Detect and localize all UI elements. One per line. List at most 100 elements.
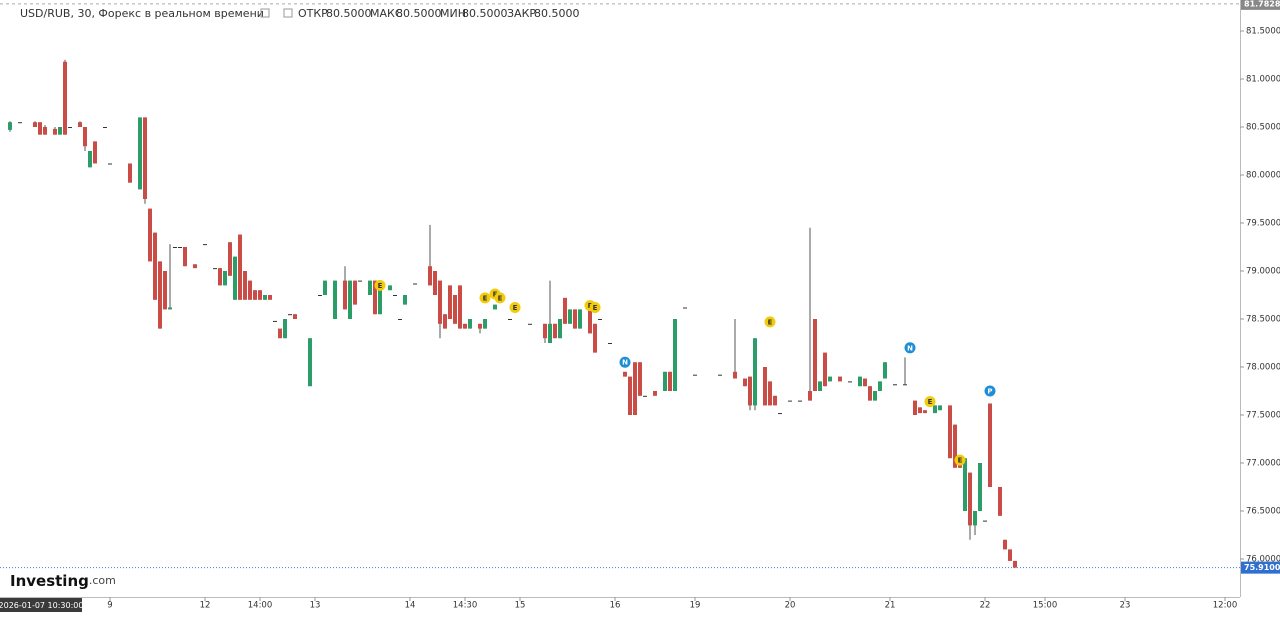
candle-body — [693, 374, 697, 376]
candle-body — [213, 268, 217, 270]
candle-body — [348, 280, 352, 320]
candle-body — [148, 208, 152, 262]
event-label: E — [593, 304, 598, 312]
y-tick-label: 79.0000 — [1246, 267, 1280, 277]
candle-body — [33, 122, 37, 128]
candle-body — [558, 319, 562, 339]
candle-body — [848, 381, 852, 383]
max-label: 81.7828 — [1244, 0, 1280, 8]
candle-body — [608, 343, 612, 345]
y-tick-label: 81.0000 — [1246, 75, 1280, 85]
ohlc-label: ЗАКР — [507, 7, 536, 20]
event-marker — [619, 356, 631, 368]
candle-body — [628, 376, 632, 416]
candle-body — [653, 391, 657, 396]
candle-body — [283, 319, 287, 339]
event-marker — [954, 454, 966, 466]
candle-body — [598, 319, 602, 321]
candle-body — [18, 122, 22, 124]
candle-body — [638, 362, 642, 396]
event-marker — [589, 301, 601, 313]
event-label: E — [498, 294, 503, 302]
candle-body — [588, 309, 592, 334]
candle-body — [43, 127, 47, 135]
candle-body — [58, 127, 62, 135]
candle-body — [68, 127, 72, 129]
candle-body — [458, 285, 462, 329]
candle-body — [353, 280, 357, 305]
logo-name: Investing — [10, 572, 89, 590]
x-tick-label: 22 — [980, 601, 991, 611]
candle-body — [528, 323, 532, 325]
candle-body — [788, 400, 792, 402]
x-tick-label: 13 — [310, 601, 321, 611]
candle-body — [258, 290, 262, 300]
candle-body — [573, 309, 577, 329]
ohlc-label: ОТКР — [298, 7, 328, 20]
candle-body — [393, 295, 397, 297]
candle-body — [963, 458, 967, 512]
candle-body — [733, 371, 737, 379]
candle-body — [813, 319, 817, 392]
candle-body — [643, 395, 647, 397]
candle-body — [808, 391, 812, 401]
last-price-box — [1241, 561, 1280, 574]
candle-body — [8, 122, 12, 130]
y-tick-label: 78.5000 — [1246, 315, 1280, 325]
candle-body — [763, 367, 767, 406]
x-tick-label: 9 — [107, 601, 112, 611]
y-tick-label: 78.0000 — [1246, 363, 1280, 373]
candle-body — [288, 314, 292, 316]
candle-body — [798, 400, 802, 402]
candle-body — [38, 122, 42, 135]
candle-body — [448, 285, 452, 320]
candle-body — [88, 151, 92, 168]
x-tick-label: 14:00 — [248, 601, 273, 611]
max-label-box — [1241, 0, 1280, 10]
candle-body — [548, 323, 552, 344]
candle-body — [668, 371, 672, 392]
candle-body — [463, 323, 467, 329]
event-marker — [494, 292, 506, 304]
logo: Investing.com — [10, 572, 116, 590]
event-label: P — [987, 388, 992, 396]
candle-body — [108, 163, 112, 165]
candle-body — [168, 307, 172, 310]
candle-body — [153, 232, 157, 300]
event-label: E — [513, 304, 518, 312]
candle-body — [768, 381, 772, 406]
ohlc-label: МИН — [440, 7, 466, 20]
candle-body — [318, 295, 322, 297]
candle-body — [1013, 560, 1017, 568]
candle-body — [478, 323, 482, 329]
candle-body — [718, 374, 722, 376]
candle-body — [1008, 549, 1012, 561]
x-tick-label: 16 — [610, 601, 621, 611]
ohlc-value: 80.5000 — [326, 7, 372, 20]
candle-body — [128, 163, 132, 183]
candle-body — [333, 280, 337, 320]
event-label: E — [928, 398, 933, 406]
candle-body — [443, 314, 447, 329]
candle-body — [1003, 539, 1007, 550]
event-label: F — [493, 291, 498, 299]
candle-body — [78, 122, 82, 128]
candle-body — [838, 376, 842, 382]
candle-body — [343, 280, 347, 310]
candle-body — [933, 405, 937, 414]
ohlc-value: 80.5000 — [396, 7, 442, 20]
candle-body — [868, 386, 872, 401]
ohlc-value: 80.5000 — [534, 7, 580, 20]
event-label: N — [622, 359, 628, 367]
candle-body — [903, 384, 907, 386]
candle-body — [203, 244, 207, 246]
y-tick-label: 80.5000 — [1246, 123, 1280, 133]
event-marker — [479, 292, 491, 304]
candle-body — [158, 261, 162, 329]
x-tick-label: 23 — [1120, 601, 1131, 611]
candle-body — [968, 472, 972, 526]
event-marker — [924, 396, 936, 408]
candle-body — [413, 283, 417, 285]
